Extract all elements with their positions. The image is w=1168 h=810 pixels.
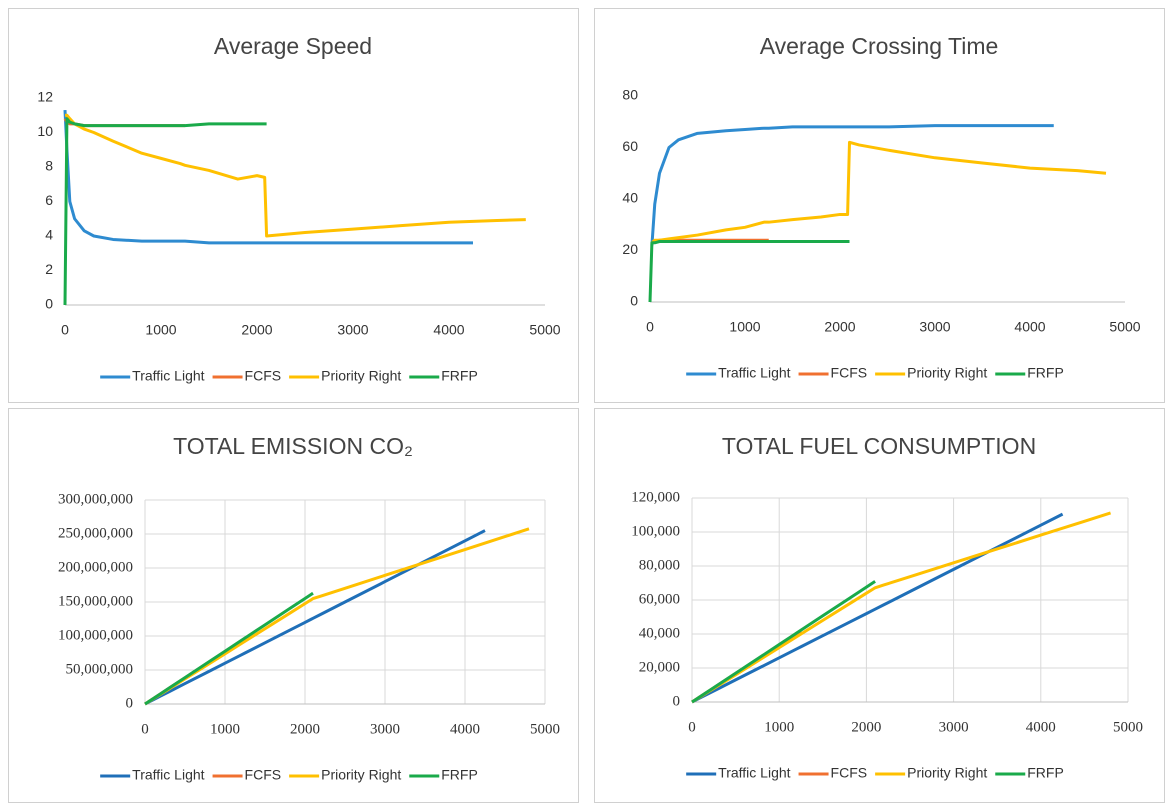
y-tick-label: 150,000,000 xyxy=(58,593,133,609)
legend-label: Priority Right xyxy=(907,365,987,381)
y-tick-label: 250,000,000 xyxy=(58,525,133,541)
legend-label: FCFS xyxy=(831,365,868,381)
legend-label: FRFP xyxy=(441,368,478,384)
chart-panel: TOTAL FUEL CONSUMPTION 0 20,000 40,000 60,00… xyxy=(594,408,1165,803)
legend-label: Traffic Light xyxy=(718,365,790,381)
legend: Traffic Light FCFS Priority Right FRFP xyxy=(100,767,478,783)
x-tick-label: 2000 xyxy=(290,721,320,737)
y-tick-label: 12 xyxy=(37,89,53,105)
y-tick-label: 20 xyxy=(622,241,638,257)
x-tick-label: 0 xyxy=(61,322,69,338)
x-tick-label: 0 xyxy=(688,719,696,735)
y-tick-label: 50,000,000 xyxy=(66,661,134,677)
y-tick-label: 0 xyxy=(126,695,134,711)
y-tick-label: 10 xyxy=(37,123,53,139)
legend-label: FRFP xyxy=(441,767,478,783)
x-tick-label: 3000 xyxy=(919,319,950,335)
y-tick-label: 60 xyxy=(622,138,638,154)
x-tick-label: 5000 xyxy=(530,721,560,737)
chart-panel: Average Crossing Time 0 20 40 60 80 0 1000 2000 3… xyxy=(594,8,1165,403)
x-tick-label: 0 xyxy=(646,319,654,335)
legend-label: Priority Right xyxy=(321,368,401,384)
x-tick-label: 0 xyxy=(141,721,149,737)
y-tick-label: 100,000 xyxy=(631,523,680,539)
y-tick-label: 6 xyxy=(45,192,53,208)
y-tick-label: 300,000,000 xyxy=(58,491,133,507)
y-tick-label: 80 xyxy=(622,87,638,103)
x-tick-label: 1000 xyxy=(210,721,240,737)
series-line xyxy=(648,239,850,303)
y-tick-label: 40 xyxy=(622,190,638,206)
x-tick-label: 1000 xyxy=(764,719,794,735)
panel-frame xyxy=(8,8,579,403)
y-tick-label: 0 xyxy=(673,693,681,709)
y-tick-label: 60,000 xyxy=(639,591,680,607)
legend-label: Traffic Light xyxy=(718,765,790,781)
legend-label: FRFP xyxy=(1027,765,1064,781)
panel-frame xyxy=(594,8,1165,403)
series-line xyxy=(691,580,876,704)
x-tick-label: 3000 xyxy=(337,322,368,338)
legend-label: Traffic Light xyxy=(132,767,204,783)
x-tick-label: 2000 xyxy=(824,319,855,335)
x-tick-label: 1000 xyxy=(729,319,760,335)
legend-label: Priority Right xyxy=(907,765,987,781)
series-line xyxy=(144,591,314,706)
y-tick-label: 120,000 xyxy=(631,489,680,505)
chart-title: TOTAL EMISSION CO₂ xyxy=(173,433,413,459)
y-tick-label: 40,000 xyxy=(639,625,680,641)
y-tick-label: 0 xyxy=(45,296,53,312)
series-line xyxy=(63,109,473,245)
y-tick-label: 80,000 xyxy=(639,557,680,573)
legend: Traffic Light FCFS Priority Right FRFP xyxy=(100,368,478,384)
x-tick-label: 3000 xyxy=(370,721,400,737)
x-tick-label: 4000 xyxy=(1014,319,1045,335)
legend-label: Traffic Light xyxy=(132,368,204,384)
y-tick-label: 100,000,000 xyxy=(58,627,133,643)
chart-title: Average Speed xyxy=(214,33,372,59)
x-tick-label: 4000 xyxy=(433,322,464,338)
legend-label: FCFS xyxy=(245,368,282,384)
series-line xyxy=(650,140,1107,244)
y-tick-label: 0 xyxy=(630,293,638,309)
x-tick-label: 4000 xyxy=(1026,719,1056,735)
legend-label: FRFP xyxy=(1027,365,1064,381)
legend: Traffic Light FCFS Priority Right FRFP xyxy=(686,765,1064,781)
y-tick-label: 2 xyxy=(45,261,53,277)
x-tick-label: 2000 xyxy=(851,719,881,735)
chart-panel: Average Speed 0 2 4 6 8 10 12 0 1000 2000 3000 4000 5… xyxy=(8,8,579,403)
x-tick-label: 5000 xyxy=(529,322,560,338)
x-tick-label: 5000 xyxy=(1113,719,1143,735)
legend-label: FCFS xyxy=(245,767,282,783)
x-tick-label: 2000 xyxy=(241,322,272,338)
chart-title: Average Crossing Time xyxy=(760,33,999,59)
x-tick-label: 3000 xyxy=(939,719,969,735)
legend: Traffic Light FCFS Priority Right FRFP xyxy=(686,365,1064,381)
x-tick-label: 5000 xyxy=(1109,319,1140,335)
chart-title: TOTAL FUEL CONSUMPTION xyxy=(722,433,1036,459)
chart-panel: TOTAL EMISSION CO₂ 0 50,000,000 100,000,000… xyxy=(8,408,579,803)
y-tick-label: 200,000,000 xyxy=(58,559,133,575)
x-tick-label: 1000 xyxy=(145,322,176,338)
y-tick-label: 4 xyxy=(45,227,53,243)
legend-label: FCFS xyxy=(831,765,868,781)
x-tick-label: 4000 xyxy=(450,721,480,737)
legend-label: Priority Right xyxy=(321,767,401,783)
series-line xyxy=(65,113,526,238)
series-line xyxy=(650,124,1054,246)
y-tick-label: 20,000 xyxy=(639,659,680,675)
series-line xyxy=(63,117,267,306)
y-tick-label: 8 xyxy=(45,158,53,174)
